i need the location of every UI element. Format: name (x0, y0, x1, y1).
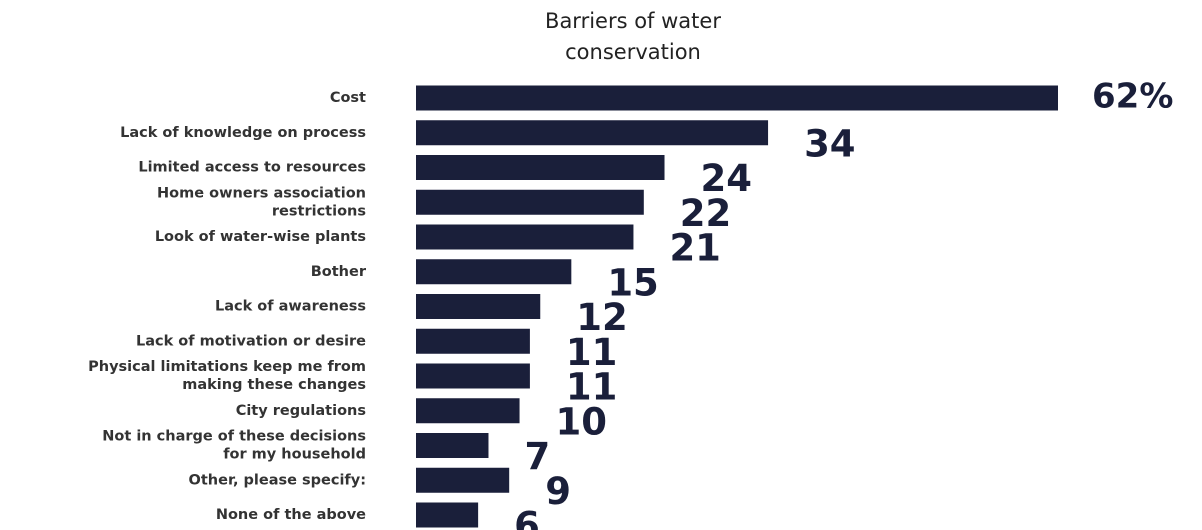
category-label: Other, please specify: (189, 472, 366, 488)
category-label: Bother (311, 264, 367, 280)
category-label: Lack of knowledge on process (120, 125, 366, 141)
bar (416, 502, 479, 528)
value-label: 15 (607, 261, 659, 304)
bar (416, 85, 1058, 111)
value-label: 11 (566, 366, 618, 409)
bar (416, 433, 489, 458)
category-label: Home owners association restrictions (157, 185, 366, 219)
category-label: Not in charge of these decisions for my h… (102, 429, 366, 463)
category-label: Limited access to resources (138, 160, 366, 176)
category-label: Look of water-wise plants (155, 229, 366, 245)
category-label: Cost (330, 90, 366, 106)
value-label: 62% (1092, 77, 1173, 117)
bar (416, 294, 541, 319)
bar (416, 398, 520, 424)
category-label: Lack of awareness (215, 299, 366, 315)
value-label: 34 (804, 122, 856, 165)
bar (416, 467, 510, 493)
value-label: 6 (514, 505, 540, 530)
chart-title: Barriers of water conservation (545, 9, 721, 64)
bar (416, 224, 634, 250)
category-label: Physical limitations keep me from making … (88, 359, 366, 393)
bar (416, 259, 572, 285)
bar (416, 328, 530, 354)
value-label: 11 (566, 331, 618, 374)
category-label: Lack of motivation or desire (136, 333, 366, 349)
category-label: City regulations (236, 403, 366, 419)
bar (416, 363, 530, 389)
value-label: 12 (576, 296, 628, 339)
bar (416, 189, 644, 215)
bar (416, 120, 769, 146)
value-label: 7 (524, 435, 550, 478)
category-label: None of the above (216, 507, 366, 523)
value-label: 24 (701, 157, 753, 200)
value-label: 10 (556, 400, 608, 443)
bar (416, 155, 665, 180)
value-label: 21 (669, 227, 721, 270)
value-label: 22 (680, 192, 732, 235)
value-label: 9 (545, 470, 571, 513)
